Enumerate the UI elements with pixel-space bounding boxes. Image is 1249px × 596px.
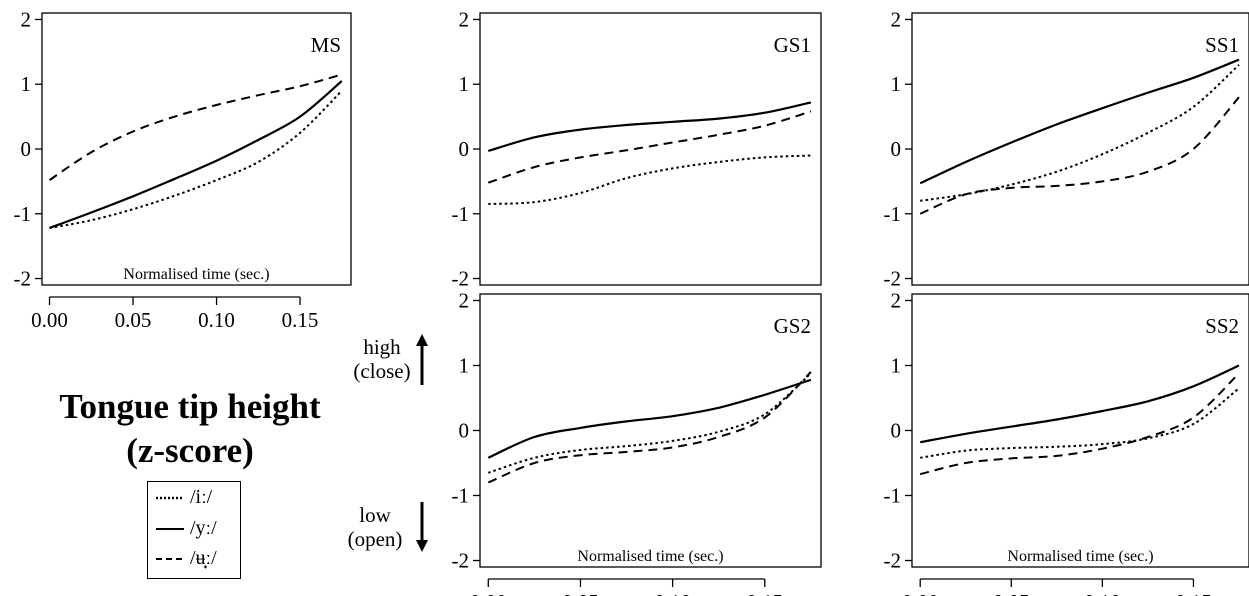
- x-tick-label-gs2: 0.10: [654, 590, 691, 596]
- legend-label-y: /yː/: [190, 517, 217, 539]
- series-line-dashed-gs1: [487, 110, 812, 184]
- low-label-line2: (open): [347, 527, 403, 551]
- x-tick-label-ms: 0.15: [282, 308, 319, 332]
- panel-frame-ss2: [911, 293, 1249, 568]
- y-tick-label-gs2: -1: [452, 484, 470, 508]
- up-arrow-icon: [416, 334, 428, 385]
- x-axis-label-gs2: Normalised time (sec.): [577, 548, 723, 565]
- y-tick-label-gs1: -2: [452, 267, 470, 291]
- legend-item-u: /ʉ̟ː/: [156, 546, 240, 576]
- series-line-dotted-gs1: [488, 154, 811, 205]
- series-line-dashed-ss2: [919, 372, 1240, 476]
- series-line-solid-ss2: [920, 364, 1240, 444]
- series-line-solid-gs1: [487, 101, 812, 152]
- x-tick-label-ss2: 0.00: [902, 590, 939, 596]
- x-axis-label-ss2: Normalised time (sec.): [1007, 548, 1153, 565]
- x-tick-label-ms: 0.10: [198, 308, 235, 332]
- x-tick-label-gs2: 0.00: [470, 590, 507, 596]
- series-line-dotted-ss1: [920, 64, 1240, 202]
- legend-swatch-dashed: [156, 558, 184, 560]
- high-label: high (close): [337, 335, 427, 383]
- panel-title-ss2: SS2: [1205, 314, 1239, 338]
- low-label: low (open): [330, 503, 420, 551]
- series-line-dashed-ms: [48, 73, 343, 181]
- panel-frame-gs1: [479, 12, 822, 286]
- y-tick-label-gs2: 1: [459, 354, 470, 378]
- panel-title-ms: MS: [311, 33, 341, 57]
- y-tick-label-ss2: 1: [891, 354, 902, 378]
- panel-title-gs2: GS2: [774, 314, 811, 338]
- x-tick-label-gs2: 0.15: [746, 590, 783, 596]
- y-tick-label-ss2: 2: [891, 289, 902, 313]
- x-tick-label-ms: 0.05: [115, 308, 152, 332]
- legend-item-y: /yː/: [156, 516, 240, 546]
- y-tick-label-gs1: -1: [452, 202, 470, 226]
- y-tick-label-ms: 1: [21, 72, 32, 96]
- series-line-dotted-ms: [49, 89, 343, 229]
- legend-swatch-solid: [156, 528, 184, 530]
- y-tick-label-gs1: 0: [459, 137, 470, 161]
- high-label-line1: high: [363, 335, 401, 359]
- x-tick-label-ss2: 0.15: [1175, 590, 1212, 596]
- legend-label-i: /iː/: [190, 486, 213, 508]
- panel-title-ss1: SS1: [1205, 33, 1239, 57]
- x-tick-label-gs2: 0.05: [562, 590, 599, 596]
- x-tick-label-ms: 0.00: [31, 308, 68, 332]
- y-axis-title: Tongue tip height (z-score): [40, 385, 340, 473]
- y-tick-label-ss1: 2: [891, 7, 902, 31]
- x-tick-label-ss2: 0.05: [993, 590, 1030, 596]
- legend-label-u: /ʉ̟ː/: [190, 547, 217, 569]
- y-tick-label-gs1: 1: [459, 72, 470, 96]
- series-line-solid-ss1: [919, 58, 1240, 185]
- series-line-dashed-ss1: [919, 96, 1240, 215]
- y-tick-label-ss2: -1: [884, 484, 902, 508]
- high-label-line2: (close): [353, 359, 411, 383]
- y-tick-label-gs2: -2: [452, 549, 470, 573]
- series-line-solid-ms: [49, 80, 343, 230]
- panel-title-gs1: GS1: [774, 33, 811, 57]
- y-tick-label-ss1: -2: [884, 267, 902, 291]
- y-tick-label-ss1: 0: [891, 137, 902, 161]
- series-line-dotted-gs2: [487, 372, 812, 474]
- y-tick-label-ms: 2: [21, 7, 32, 31]
- down-arrow-icon: [416, 502, 428, 552]
- y-tick-label-ms: -1: [14, 202, 32, 226]
- panel-frame-gs2: [479, 293, 822, 568]
- legend: /iː/ /yː/ /ʉ̟ː/: [147, 481, 241, 579]
- y-tick-label-ms: -2: [14, 267, 32, 291]
- y-axis-title-line1: Tongue tip height: [59, 387, 321, 426]
- low-label-line1: low: [359, 503, 391, 527]
- x-axis-label-ms: Normalised time (sec.): [123, 266, 269, 283]
- y-tick-label-ms: 0: [21, 137, 32, 161]
- y-tick-label-ss1: -1: [884, 202, 902, 226]
- y-tick-label-gs2: 2: [459, 289, 470, 313]
- legend-item-i: /iː/: [156, 485, 240, 515]
- y-axis-title-line2: (z-score): [126, 431, 254, 470]
- panel-frame-ms: [41, 12, 352, 286]
- y-tick-label-gs2: 0: [459, 419, 470, 443]
- y-tick-label-ss2: -2: [884, 549, 902, 573]
- y-tick-label-ss2: 0: [891, 419, 902, 443]
- series-line-solid-gs2: [487, 378, 812, 459]
- series-line-dotted-ss2: [920, 387, 1240, 459]
- y-tick-label-ss1: 1: [891, 72, 902, 96]
- x-tick-label-ss2: 0.10: [1084, 590, 1121, 596]
- panel-frame-ss1: [911, 12, 1249, 286]
- series-line-dashed-gs2: [487, 371, 812, 484]
- legend-swatch-dotted: [156, 496, 184, 500]
- y-tick-label-gs1: 2: [459, 7, 470, 31]
